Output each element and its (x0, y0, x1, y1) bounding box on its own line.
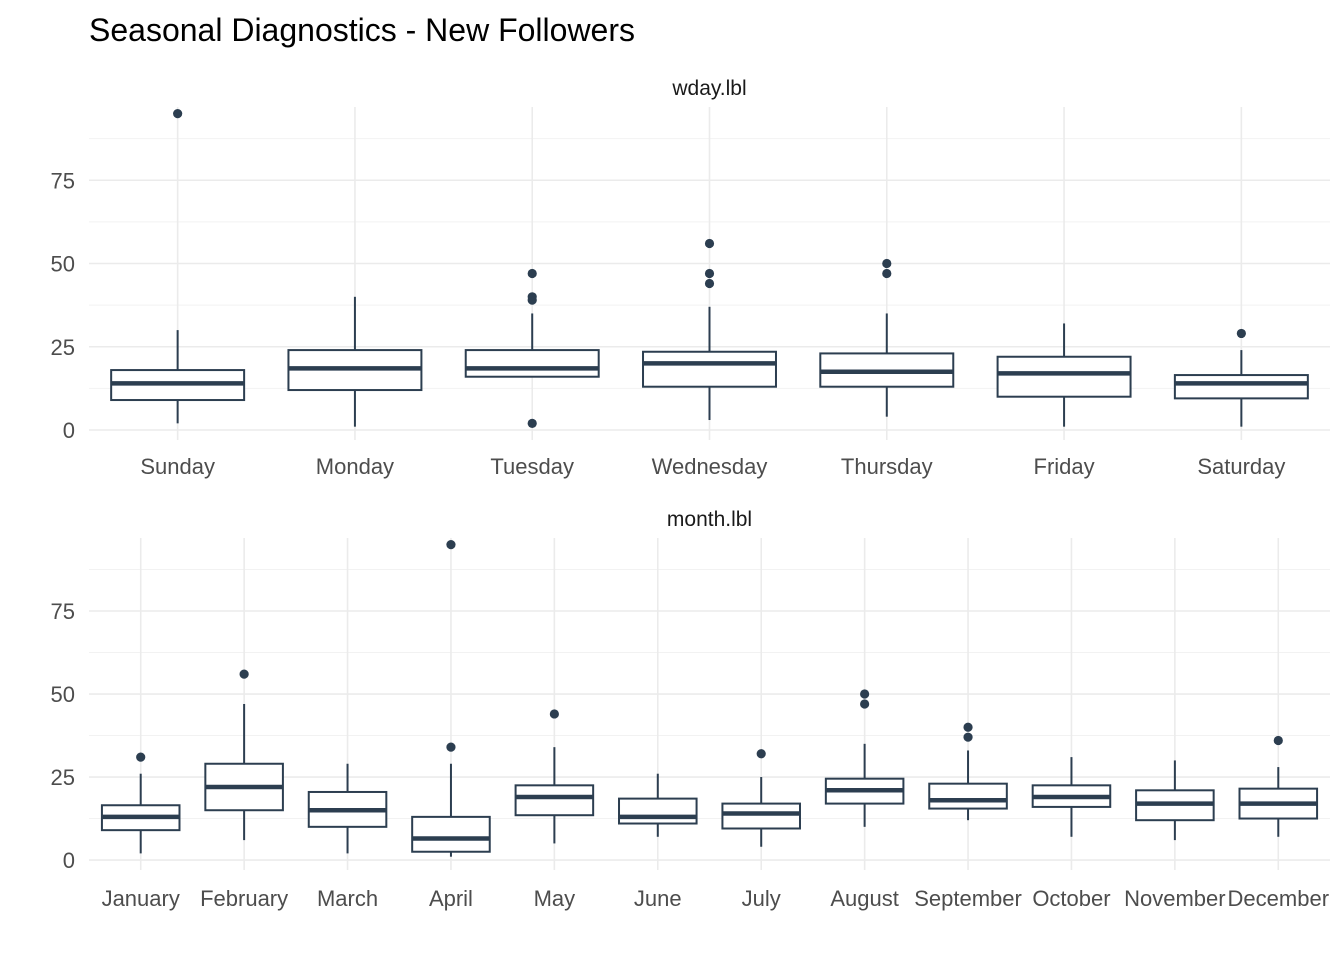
x-tick-label-august: August (830, 886, 899, 911)
y-tick-label: 75 (51, 168, 75, 193)
outlier-point (239, 669, 249, 679)
x-tick-label-saturday: Saturday (1197, 454, 1285, 479)
iqr-box (464, 349, 600, 378)
box-november (1135, 760, 1215, 841)
outlier-point (527, 268, 537, 279)
outlier-point (704, 268, 715, 279)
panel-month: month.lbl 0 25 50 75 January February March Apri… (51, 508, 1330, 911)
x-tick-label-thursday: Thursday (841, 454, 933, 479)
box-april (411, 540, 491, 857)
outlier-point (704, 278, 715, 289)
outlier-point (860, 689, 870, 699)
box-september (928, 722, 1008, 821)
y-tick-label: 25 (51, 765, 75, 790)
x-tick-label-may: May (534, 886, 576, 911)
outlier-point (446, 540, 456, 550)
x-tick-label-wednesday: Wednesday (652, 454, 768, 479)
x-tick-label-september: September (914, 886, 1022, 911)
x-tick-label-monday: Monday (316, 454, 394, 479)
outlier-point (756, 749, 766, 759)
box-december (1238, 735, 1319, 837)
box-sunday (110, 109, 246, 424)
x-tick-label-january: January (102, 886, 180, 911)
iqr-box (642, 350, 777, 388)
outlier-point (446, 742, 456, 752)
outlier-point (527, 292, 537, 302)
outlier-point (549, 709, 559, 719)
box-saturday (1173, 328, 1309, 427)
x-tick-label-march: March (317, 886, 378, 911)
facet-label: wday.lbl (671, 77, 746, 100)
y-tick-label: 50 (51, 682, 75, 707)
box-february (204, 669, 284, 841)
box-october (1031, 757, 1112, 837)
x-tick-label-tuesday: Tuesday (490, 454, 574, 479)
outlier-point (704, 238, 715, 249)
box-march (307, 763, 388, 854)
chart-title: Seasonal Diagnostics - New Followers (89, 12, 635, 48)
outlier-point (1273, 735, 1283, 746)
outlier-point (963, 722, 973, 732)
iqr-box (1173, 374, 1309, 400)
box-may (514, 709, 595, 844)
y-tick-label: 50 (51, 252, 75, 277)
outlier-point (1236, 328, 1246, 339)
y-tick-label: 75 (51, 599, 75, 624)
box-june (618, 773, 698, 837)
x-tick-label-november: November (1124, 886, 1225, 911)
outlier-point (963, 732, 973, 742)
x-tick-label-february: February (200, 886, 288, 911)
box-january (100, 752, 181, 854)
x-tick-label-friday: Friday (1034, 454, 1095, 479)
outlier-point (860, 699, 870, 709)
panel-wday: wday.lbl 0 25 50 75 Sunday Monday Tuesday Wednes… (51, 77, 1330, 479)
x-tick-label-sunday: Sunday (140, 454, 215, 479)
y-tick-label: 0 (63, 418, 75, 443)
box-monday (287, 296, 423, 427)
outlier-point (136, 752, 146, 762)
box-august (824, 689, 905, 827)
iqr-box (618, 797, 698, 825)
facet-label: month.lbl (667, 508, 752, 531)
x-tick-label-october: October (1032, 886, 1110, 911)
iqr-box (996, 355, 1132, 398)
x-tick-label-july: July (742, 886, 781, 911)
box-friday (996, 323, 1132, 427)
box-tuesday (464, 268, 600, 428)
x-tick-label-june: June (634, 886, 682, 911)
iqr-box (411, 815, 491, 853)
outlier-point (882, 258, 892, 269)
outlier-point (527, 418, 537, 428)
outlier-point (882, 268, 892, 279)
x-tick-label-december: December (1228, 886, 1329, 911)
y-tick-label: 0 (63, 848, 75, 873)
box-thursday (819, 258, 955, 417)
iqr-box (928, 782, 1008, 810)
iqr-box (514, 784, 595, 817)
x-tick-label-april: April (429, 886, 473, 911)
box-wednesday (642, 238, 777, 421)
y-tick-label: 25 (51, 335, 75, 360)
iqr-box (721, 802, 801, 830)
box-july (721, 749, 801, 847)
outlier-point (173, 109, 183, 119)
